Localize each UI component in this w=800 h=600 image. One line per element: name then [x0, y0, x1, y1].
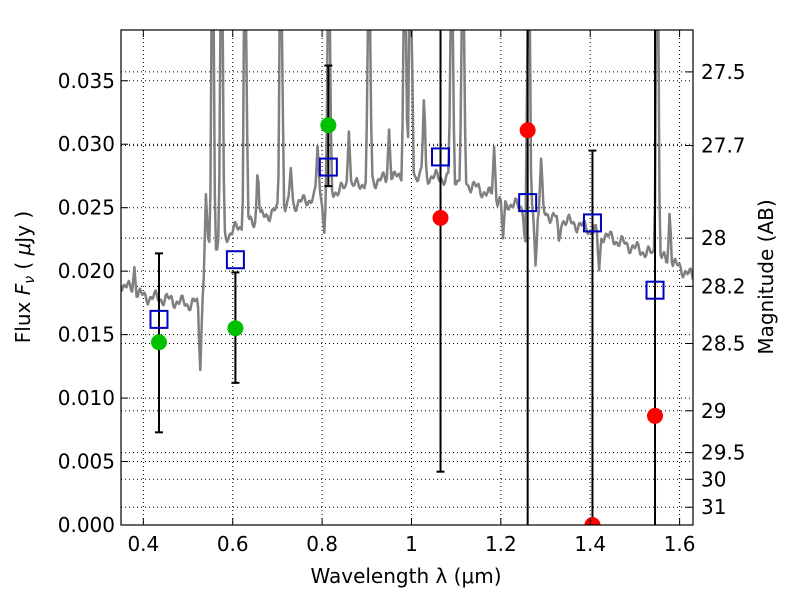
right-tick-label: 29	[701, 399, 726, 423]
x-axis-label: Wavelength λ (μm)	[310, 564, 501, 588]
synthetic-square	[225, 250, 245, 270]
detection-point	[227, 320, 244, 337]
right-tick-label: 30	[701, 467, 726, 491]
y-tick-label: 0.015	[58, 323, 115, 347]
limit-point	[432, 209, 449, 226]
x-tick-label: 1	[405, 532, 418, 556]
x-tick-label: 1.2	[485, 532, 517, 556]
y-axis-label-mu: μ	[11, 243, 35, 257]
y-axis-label-word: Flux	[11, 295, 35, 343]
y-tick-label: 0.010	[58, 386, 115, 410]
limit-point	[584, 517, 601, 525]
y-tick-label: 0.020	[58, 259, 115, 283]
y-tick-label: 0.035	[58, 69, 115, 93]
y-tick-label: 0.000	[58, 513, 115, 537]
data-series	[121, 30, 693, 525]
synthetic-square	[318, 157, 338, 177]
y-axis-label: Flux Fν ( μJy )	[11, 211, 38, 343]
right-tick-label: 27.7	[701, 134, 746, 158]
x-tick-label: 0.6	[217, 532, 249, 556]
limit-point	[647, 407, 664, 424]
right-tick-label: 28	[701, 226, 726, 250]
plot-frame	[120, 29, 694, 526]
y-tick-label: 0.005	[58, 450, 115, 474]
y-axis-label-paren: (	[11, 255, 35, 276]
detection-point	[320, 117, 337, 134]
y-axis-label-unit: Jy )	[11, 211, 35, 245]
limit-point	[519, 122, 536, 139]
detection-point	[150, 334, 167, 351]
x-tick-label: 1.6	[664, 532, 696, 556]
synthetic-square	[149, 309, 169, 329]
x-tick-label: 0.8	[306, 532, 338, 556]
synthetic-square	[518, 193, 538, 213]
model-spectrum-line	[121, 30, 693, 372]
synthetic-square	[431, 147, 451, 167]
y-tick-label: 0.030	[58, 132, 115, 156]
y-tick-label: 0.025	[58, 196, 115, 220]
right-axis-label: Magnitude (AB)	[754, 199, 778, 354]
synthetic-square	[582, 213, 602, 233]
right-tick-label: 27.5	[701, 60, 746, 84]
right-tick-label: 28.2	[701, 274, 746, 298]
y-axis-label-subscript: ν	[22, 276, 38, 284]
x-tick-label: 0.4	[127, 532, 159, 556]
y-axis-label-symbol: F	[11, 283, 35, 295]
x-tick-label: 1.4	[574, 532, 606, 556]
right-tick-label: 29.5	[701, 441, 746, 465]
right-tick-label: 31	[701, 495, 726, 519]
axes: 0.4 0.6 0.8 1 1.2 1.4 1.6 0.000 0.005 0.010 0.015 0…	[58, 29, 746, 556]
right-tick-label: 28.5	[701, 332, 746, 356]
synthetic-square	[645, 280, 665, 300]
